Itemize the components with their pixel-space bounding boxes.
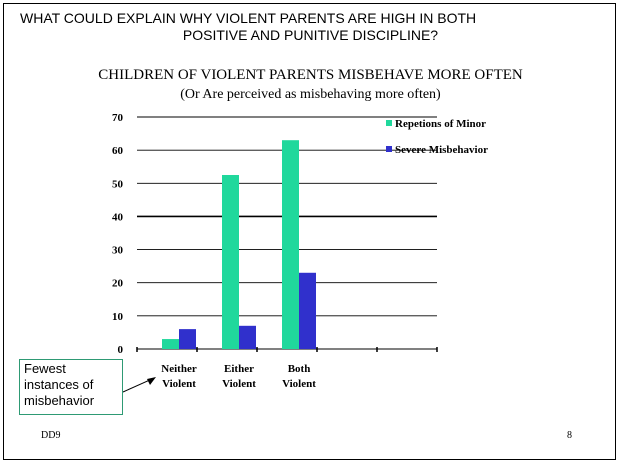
y-tick-label: 70 [112,112,124,124]
legend-label: Severe Misbehavior [395,144,488,156]
y-tick-label: 20 [112,278,124,290]
callout-box: Fewest instances of misbehavior [19,359,123,415]
x-category-label: Both [288,363,311,375]
slide-heading-line-1: WHAT COULD EXPLAIN WHY VIOLENT PARENTS A… [20,10,477,26]
bar [179,329,196,349]
x-category-label: Either [224,363,254,375]
bar [162,339,179,349]
bar [222,175,239,349]
y-tick-label: 30 [112,245,124,257]
y-tick-label: 0 [118,344,124,356]
y-tick-label: 50 [112,178,124,190]
x-category-label: Violent [282,378,316,390]
footer-label: DD9 [41,430,61,441]
y-tick-label: 40 [112,211,124,223]
callout-line: misbehavior [24,393,95,408]
callout-arrow [122,378,153,393]
chart-title: CHILDREN OF VIOLENT PARENTS MISBEHAVE MO… [98,67,523,83]
x-category-label: Violent [162,378,196,390]
x-category-label: Violent [222,378,256,390]
legend-swatch [386,120,392,126]
slide-heading-line-2: POSITIVE AND PUNITIVE DISCIPLINE? [182,27,439,43]
legend-label: Repetions of Minor [395,118,486,130]
bar [239,325,256,349]
slide-number: 8 [567,430,572,441]
callout-arrowhead [147,377,156,385]
bar [282,140,299,349]
x-category-label: Neither [161,363,197,375]
callout-line: instances of [24,377,94,392]
y-tick-label: 10 [112,311,124,323]
chart-subtitle: (Or Are perceived as misbehaving more of… [180,87,441,102]
y-tick-label: 60 [112,145,124,157]
callout-line: Fewest [24,361,66,376]
legend-swatch [386,146,392,152]
bar [299,272,316,349]
